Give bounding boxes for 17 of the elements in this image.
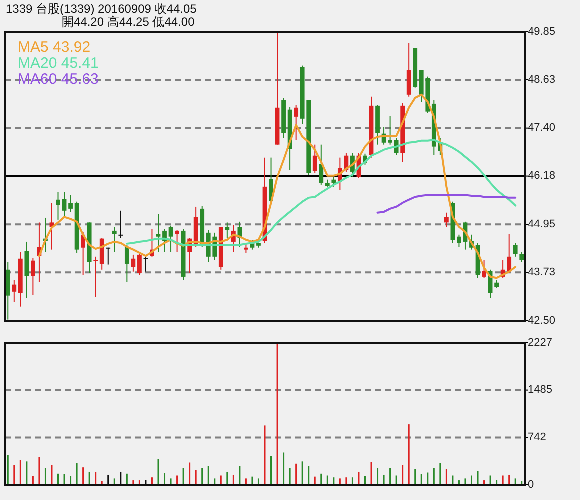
y-tick-label: 742 [528,432,546,444]
y-tick-label: 49.85 [528,26,556,38]
y-tick-label: 43.73 [528,266,556,279]
text: MA20 45.41 [18,55,99,72]
y-tick-label: 48.63 [528,74,556,86]
y-tick-label: 44.95 [528,218,556,231]
line-series [376,194,517,214]
y-tick-label: 2227 [528,336,552,349]
y-tick-label: 1485 [528,384,552,396]
y-tick-label: 0 [528,478,534,491]
text: MA60 45.63 [18,71,99,88]
chart-title: 1339 台股(1339) 20160909 收44.05 [6,2,198,16]
text: MA5 43.92 [18,39,91,56]
y-tick-label: 42.50 [528,314,556,327]
y-tick-label: 46.18 [528,170,556,182]
y-tick-label: 47.40 [528,122,556,134]
chart-subtitle: 開44.20 高44.25 低44.00 [62,15,196,29]
